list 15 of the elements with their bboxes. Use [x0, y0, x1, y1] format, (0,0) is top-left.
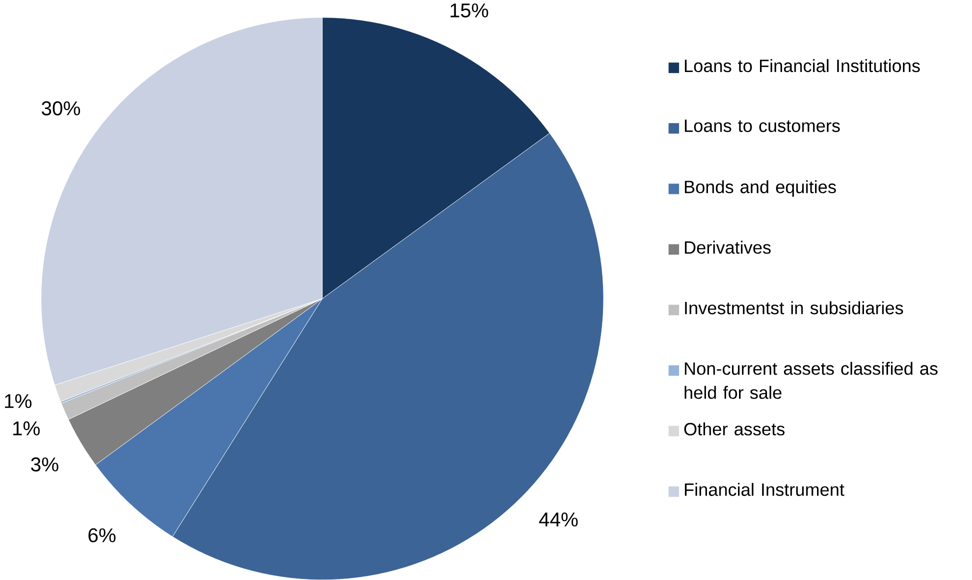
data-label: 3% — [31, 457, 58, 472]
legend-label: Other assets — [684, 422, 785, 436]
legend-label: Financial Instrument — [684, 482, 844, 496]
legend-label: Derivatives — [684, 240, 771, 254]
data-label: 1% — [13, 421, 40, 436]
legend-label: Investmentst in subsidiaries — [685, 301, 904, 314]
legend-label: Loans to Financial Institutions — [684, 59, 920, 72]
data-label: 15% — [450, 3, 488, 18]
legend-label: Non-current assets classified as held for sale — [684, 362, 938, 399]
data-label: 44% — [539, 512, 578, 526]
legend-label: Loans to customers — [684, 120, 840, 132]
data-label: 6% — [88, 528, 116, 542]
data-label: 1% — [4, 394, 32, 408]
data-label: 30% — [42, 101, 80, 116]
legend-label: Bonds and equities — [684, 180, 836, 197]
